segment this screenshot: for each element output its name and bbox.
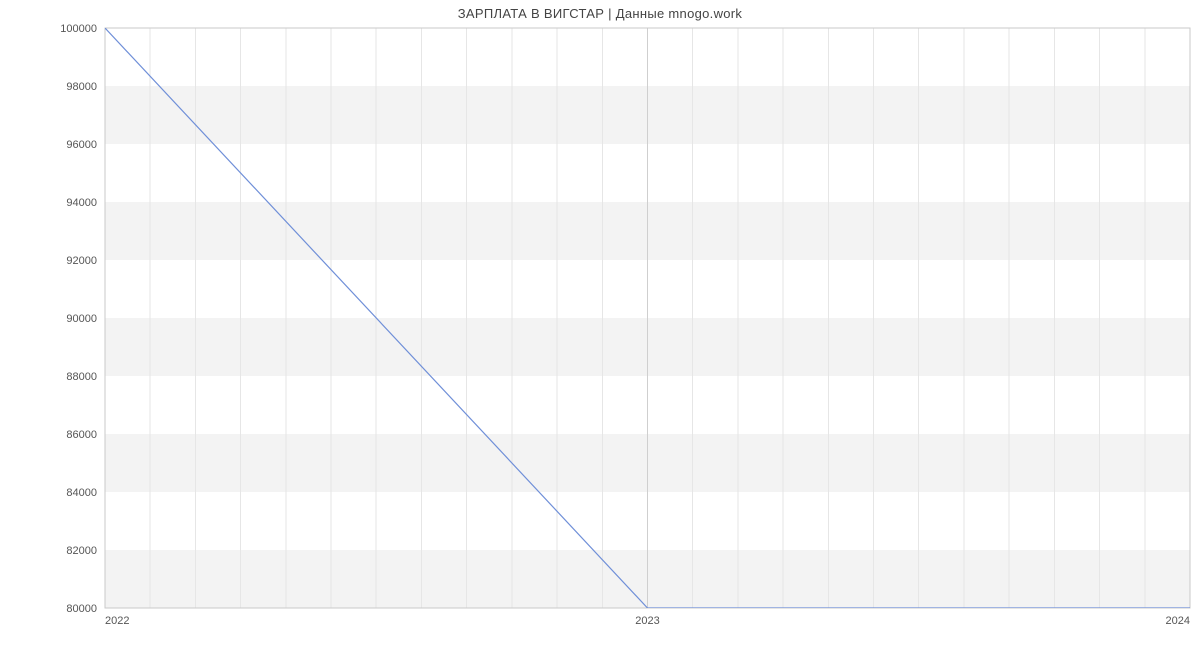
svg-text:88000: 88000: [66, 371, 97, 383]
svg-text:100000: 100000: [60, 23, 97, 35]
svg-text:98000: 98000: [66, 81, 97, 93]
chart-svg: 80000 82000 84000 86000 88000 90000 92000 94000…: [0, 0, 1200, 650]
svg-text:2023: 2023: [635, 615, 659, 627]
svg-text:84000: 84000: [66, 487, 97, 499]
svg-text:90000: 90000: [66, 313, 97, 325]
svg-text:92000: 92000: [66, 255, 97, 267]
chart-title: ЗАРПЛАТА В ВИГСТАР | Данные mnogo.work: [0, 6, 1200, 21]
svg-text:94000: 94000: [66, 197, 97, 209]
svg-text:86000: 86000: [66, 429, 97, 441]
svg-text:2024: 2024: [1166, 615, 1190, 627]
svg-text:96000: 96000: [66, 139, 97, 151]
svg-text:2022: 2022: [105, 615, 129, 627]
svg-text:80000: 80000: [66, 603, 97, 615]
salary-chart: ЗАРПЛАТА В ВИГСТАР | Данные mnogo.work 8…: [0, 0, 1200, 650]
svg-text:82000: 82000: [66, 545, 97, 557]
